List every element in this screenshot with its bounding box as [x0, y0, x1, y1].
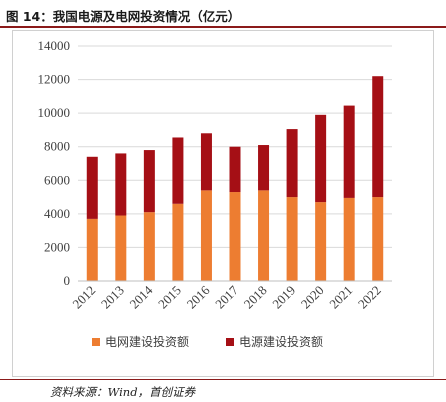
x-tick-label: 2015	[155, 283, 184, 312]
y-tick-label: 12000	[38, 72, 71, 87]
x-axis: 2012 2013 2014 2015 2016 2017 2018 2019 2020 2021…	[69, 280, 392, 312]
x-tick-label: 2020	[298, 283, 327, 312]
x-tick-label: 2022	[355, 283, 384, 312]
bar-grid-investment-2016	[200, 190, 212, 281]
bar-grid-investment-2018	[258, 190, 270, 281]
bar-grid-investment-2014	[143, 212, 155, 281]
chart-panel	[12, 30, 434, 377]
y-tick-label: 0	[64, 273, 71, 288]
legend-swatch	[226, 338, 234, 346]
source-note: 资料来源：Wind，首创证券	[50, 385, 196, 399]
bar-power-investment-2017	[229, 146, 241, 193]
legend-label: 电网建设投资额	[105, 334, 189, 349]
bar-power-investment-2014	[143, 150, 155, 213]
x-tick-label: 2013	[98, 283, 127, 312]
x-tick-label: 2012	[69, 283, 98, 312]
bar-power-investment-2021	[343, 105, 355, 198]
bar-power-investment-2012	[86, 156, 98, 219]
bar-power-investment-2018	[258, 145, 270, 191]
bar-power-investment-2016	[200, 133, 212, 191]
bar-grid-investment-2012	[86, 218, 98, 281]
x-tick-label: 2019	[269, 283, 298, 312]
legend: 电网建设投资额 电源建设投资额	[92, 334, 323, 349]
bar-power-investment-2020	[315, 114, 327, 203]
legend-label: 电源建设投资额	[239, 334, 323, 349]
y-tick-label: 10000	[38, 105, 71, 120]
bottom-rule	[0, 379, 446, 380]
y-axis: 0 2000 4000 6000 8000 10000 12000 14000	[38, 38, 71, 288]
y-tick-label: 2000	[44, 239, 70, 254]
bar-power-investment-2022	[372, 76, 384, 198]
x-tick-label: 2018	[241, 283, 270, 312]
bar-power-investment-2015	[172, 137, 184, 204]
bar-power-investment-2019	[286, 129, 298, 198]
x-tick-label: 2016	[184, 282, 213, 311]
bar-grid-investment-2013	[115, 215, 127, 281]
bar-grid-investment-2015	[172, 203, 184, 281]
bar-power-investment-2013	[115, 153, 127, 216]
x-tick-label: 2014	[126, 282, 155, 311]
bar-grid-investment-2019	[286, 197, 298, 281]
legend-swatch	[92, 338, 100, 346]
y-tick-label: 4000	[44, 206, 70, 221]
bar-grid-investment-2021	[343, 197, 355, 281]
bar-grid-investment-2020	[315, 202, 327, 281]
top-rule	[0, 26, 446, 28]
y-tick-label: 14000	[38, 38, 71, 53]
bars	[86, 76, 384, 281]
y-tick-label: 8000	[44, 139, 70, 154]
bar-grid-investment-2022	[372, 197, 384, 281]
bar-grid-investment-2017	[229, 192, 241, 281]
x-tick-label: 2017	[212, 282, 241, 311]
y-tick-label: 6000	[44, 172, 70, 187]
figure-title: 图 14：我国电源及电网投资情况（亿元）	[6, 9, 241, 24]
x-tick-label: 2021	[326, 283, 355, 312]
